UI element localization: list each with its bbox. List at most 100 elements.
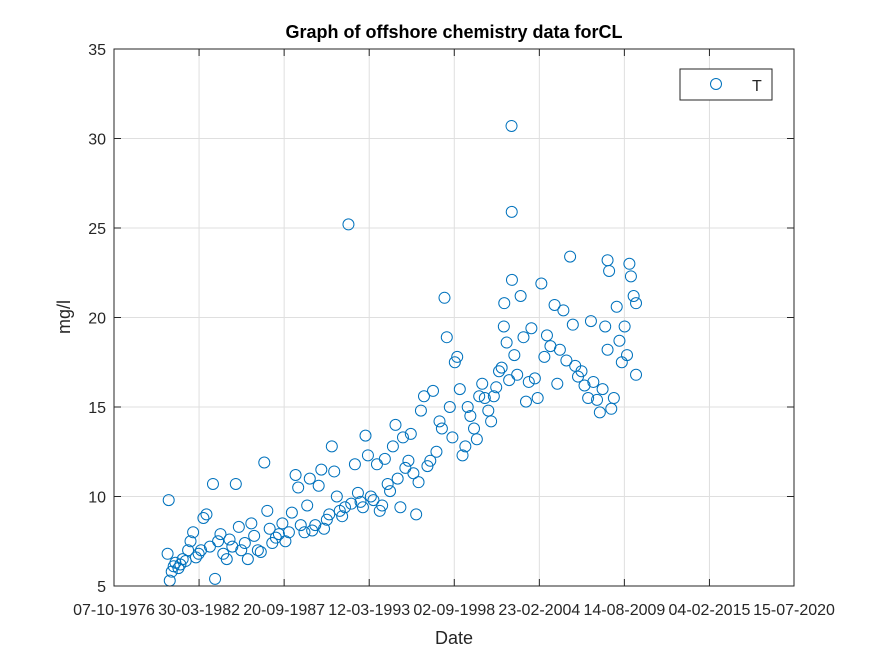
data-point — [276, 517, 289, 530]
y-tick-label: 5 — [97, 579, 106, 596]
data-point — [294, 519, 307, 532]
x-tick-label: 14-08-2009 — [583, 602, 665, 619]
data-point — [229, 477, 242, 490]
data-point — [535, 277, 548, 290]
data-point — [623, 257, 636, 270]
data-point — [424, 454, 437, 467]
data-point — [263, 522, 276, 535]
data-point — [517, 331, 530, 344]
data-point — [376, 499, 389, 512]
x-tick-label: 20-09-1987 — [243, 602, 325, 619]
data-point — [487, 390, 500, 403]
data-point — [618, 320, 631, 333]
data-point — [624, 270, 637, 283]
chart-title: Graph of offshore chemistry data forCL — [285, 22, 622, 42]
data-point — [220, 553, 233, 566]
data-point — [505, 119, 518, 132]
data-point — [430, 445, 443, 458]
data-point — [351, 486, 364, 499]
x-tick-label: 12-03-1993 — [328, 602, 410, 619]
data-point — [525, 322, 538, 335]
data-point — [197, 511, 210, 524]
data-point — [433, 415, 446, 428]
data-point — [206, 477, 219, 490]
data-point — [407, 467, 420, 480]
data-point — [404, 427, 417, 440]
data-point — [603, 264, 616, 277]
data-point — [564, 250, 577, 263]
data-point — [241, 553, 254, 566]
data-point — [182, 544, 195, 557]
data-point — [607, 392, 620, 405]
data-point — [303, 472, 316, 485]
data-point — [427, 384, 440, 397]
data-point — [342, 218, 355, 231]
data-point — [630, 368, 643, 381]
data-point — [448, 356, 461, 369]
data-point — [325, 440, 338, 453]
data-point — [508, 349, 521, 362]
data-point — [584, 315, 597, 328]
data-point — [511, 368, 524, 381]
data-point — [258, 456, 271, 469]
data-point — [557, 304, 570, 317]
data-point — [298, 526, 311, 539]
data-point — [161, 547, 174, 560]
y-tick-labels: 5 10 15 20 25 30 35 — [88, 42, 106, 596]
data-point — [540, 329, 553, 342]
data-point — [522, 375, 535, 388]
data-point — [528, 372, 541, 385]
data-point — [493, 365, 506, 378]
data-point — [464, 409, 477, 422]
data-point — [394, 501, 407, 514]
data-point — [498, 297, 511, 310]
data-point — [538, 350, 551, 363]
data-point — [386, 440, 399, 453]
data-point — [505, 205, 518, 218]
data-point — [578, 379, 591, 392]
data-point — [440, 331, 453, 344]
data-point — [248, 529, 261, 542]
data-point — [435, 422, 448, 435]
data-point — [627, 290, 640, 303]
data-point — [582, 392, 595, 405]
data-point — [301, 499, 314, 512]
x-tick-labels: 07-10-1976 30-03-1982 20-09-1987 12-03-1993… — [73, 602, 835, 619]
legend-box — [679, 68, 773, 101]
data-point — [192, 547, 205, 560]
data-point — [285, 506, 298, 519]
data-point — [591, 393, 604, 406]
data-point — [345, 497, 358, 510]
data-point — [364, 490, 377, 503]
x-axis-label: Date — [435, 628, 473, 648]
data-point — [495, 361, 508, 374]
data-point — [621, 349, 634, 362]
axis-ticks — [113, 48, 795, 587]
data-point — [402, 454, 415, 467]
data-point — [613, 334, 626, 347]
x-tick-label: 07-10-1976 — [73, 602, 155, 619]
data-point — [548, 298, 561, 311]
data-point — [396, 431, 409, 444]
data-point — [195, 544, 208, 557]
data-point — [551, 377, 564, 390]
data-point — [261, 504, 274, 517]
data-point — [438, 291, 451, 304]
legend-marker-icon — [710, 78, 722, 90]
y-tick-label: 10 — [88, 490, 106, 507]
data-point — [414, 404, 427, 417]
data-point — [223, 533, 236, 546]
data-point — [356, 501, 369, 514]
data-points — [161, 119, 643, 587]
data-point — [470, 433, 483, 446]
data-point — [553, 343, 566, 356]
data-point — [630, 297, 643, 310]
legend-entry-label: T — [752, 78, 762, 95]
data-point — [461, 401, 474, 413]
x-tick-label: 02-09-1998 — [413, 602, 495, 619]
data-point — [282, 526, 295, 539]
data-point — [336, 510, 349, 523]
data-point — [381, 477, 394, 490]
data-point — [187, 526, 200, 539]
data-point — [610, 300, 623, 313]
